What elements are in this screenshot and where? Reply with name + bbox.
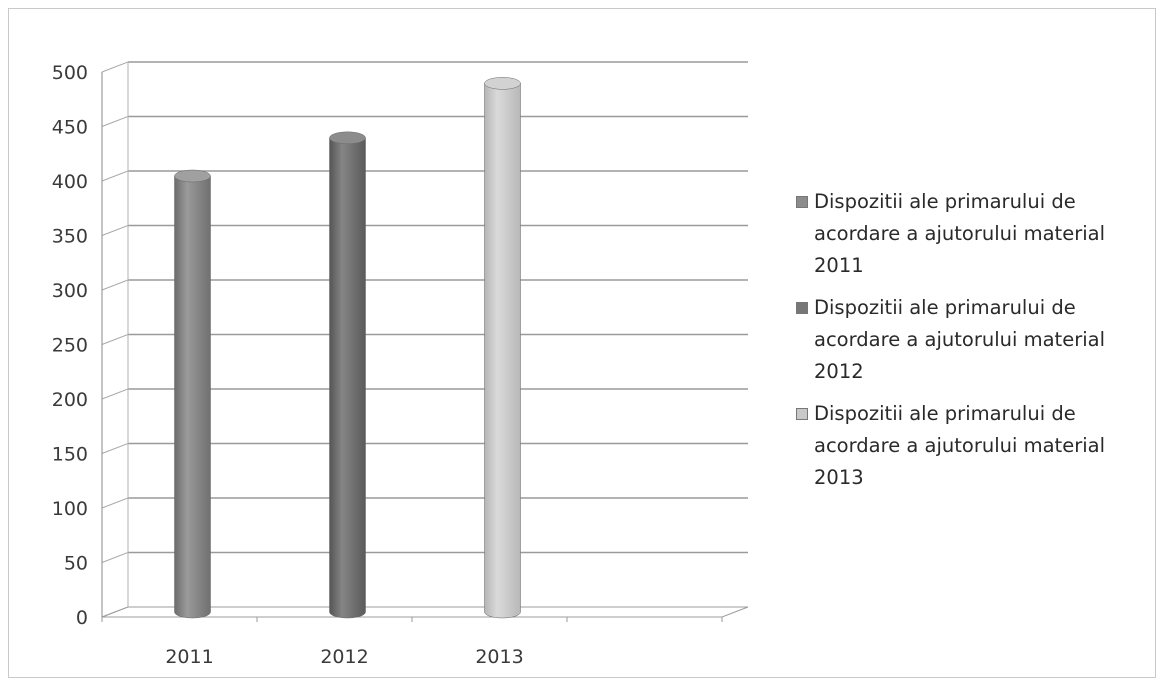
floor bbox=[101, 606, 749, 618]
legend-item: Dispozitii ale primarului de acordare a … bbox=[796, 398, 1156, 494]
bar-2012 bbox=[329, 131, 366, 619]
bars bbox=[174, 77, 521, 619]
x-tick-label: 2012 bbox=[320, 646, 368, 668]
bar-body bbox=[329, 137, 366, 619]
x-tick-labels: 2011 2012 2013 bbox=[165, 646, 523, 668]
gridlines bbox=[101, 61, 748, 618]
grid-connector bbox=[101, 170, 129, 182]
legend-item: Dispozitii ale primarului de acordare a … bbox=[796, 292, 1156, 388]
legend-label: Dispozitii ale primarului de acordare a … bbox=[814, 296, 1105, 383]
bar-2013 bbox=[484, 77, 521, 619]
y-tick-label: 50 bbox=[64, 553, 88, 575]
grid-connector bbox=[101, 279, 129, 291]
y-tick-label: 150 bbox=[52, 444, 88, 466]
y-tick-label: 200 bbox=[52, 389, 88, 411]
y-tick-label: 500 bbox=[52, 62, 88, 84]
bar-top bbox=[174, 169, 211, 183]
grid-connector bbox=[101, 443, 129, 454]
grid-connector bbox=[101, 61, 129, 73]
bar-body bbox=[484, 83, 521, 619]
y-tick-label: 350 bbox=[52, 226, 88, 248]
y-tick-label: 450 bbox=[52, 117, 88, 139]
grid-connector bbox=[101, 334, 129, 345]
x-tick-label: 2013 bbox=[475, 646, 523, 668]
legend-label: Dispozitii ale primarului de acordare a … bbox=[814, 402, 1105, 489]
y-tick-label: 400 bbox=[52, 171, 88, 193]
y-tick-labels: 0 50 100 150 200 250 300 350 400 450 500 bbox=[52, 62, 88, 629]
legend: Dispozitii ale primarului de acordare a … bbox=[796, 186, 1156, 504]
grid-connector bbox=[101, 388, 129, 400]
legend-swatch bbox=[796, 196, 808, 208]
bar-body bbox=[174, 175, 211, 619]
grid-connector bbox=[101, 497, 129, 509]
y-tick-label: 250 bbox=[52, 335, 88, 357]
axes bbox=[101, 62, 749, 622]
legend-label: Dispozitii ale primarului de acordare a … bbox=[814, 190, 1105, 277]
y-tick-label: 300 bbox=[52, 280, 88, 302]
legend-swatch bbox=[796, 408, 808, 420]
grid-connector bbox=[101, 225, 129, 236]
bar-top bbox=[329, 131, 366, 145]
legend-swatch bbox=[796, 302, 808, 314]
legend-item: Dispozitii ale primarului de acordare a … bbox=[796, 186, 1156, 282]
x-tick-label: 2011 bbox=[165, 646, 213, 668]
y-tick-label: 100 bbox=[52, 498, 88, 520]
grid-connector bbox=[101, 116, 129, 127]
grid-connector bbox=[101, 552, 129, 563]
bar-top bbox=[484, 77, 521, 90]
bar-2011 bbox=[174, 169, 211, 619]
y-tick-label: 0 bbox=[76, 607, 88, 629]
